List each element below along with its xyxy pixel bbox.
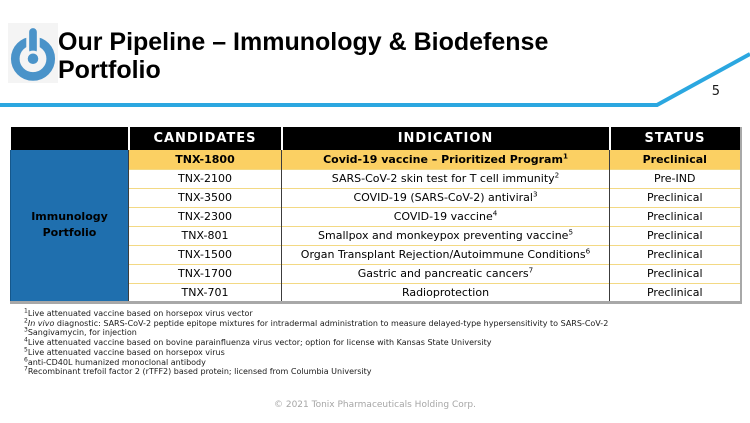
table-header-row: CANDIDATES INDICATION STATUS xyxy=(10,127,741,150)
footnote-7: 7Recombinant trefoil factor 2 (rTFF2) ba… xyxy=(24,365,372,377)
power-drop-icon xyxy=(10,25,56,81)
slide-title: Our Pipeline – Immunology & Biodefense P… xyxy=(58,28,678,84)
table-row: TNX-801 Smallpox and monkeypox preventin… xyxy=(10,225,741,245)
table-corner-cell xyxy=(10,127,130,150)
pipeline-table: CANDIDATES INDICATION STATUS Immunology … xyxy=(10,127,742,304)
table-row: TNX-701 Radioprotection Preclinical xyxy=(10,282,741,302)
candidate-cell: TNX-701 xyxy=(128,282,282,302)
page-number: 5 xyxy=(711,84,720,99)
table-row: TNX-1700 Gastric and pancreatic cancers7… xyxy=(10,263,741,283)
column-header-candidates: CANDIDATES xyxy=(128,127,283,150)
indication-cell: Organ Transplant Rejection/Autoimmune Co… xyxy=(281,244,610,264)
candidate-cell: TNX-2100 xyxy=(128,168,282,188)
footnote-4: 4Live attenuated vaccine based on bovine… xyxy=(24,336,492,348)
status-cell: Preclinical xyxy=(609,206,741,226)
footnote-1: 1Live attenuated vaccine based on horsep… xyxy=(24,307,253,318)
status-cell: Preclinical xyxy=(609,263,741,283)
column-header-status: STATUS xyxy=(609,127,741,150)
indication-cell: Covid-19 vaccine – Prioritized Program1 xyxy=(281,150,610,169)
indication-cell: Smallpox and monkeypox preventing vaccin… xyxy=(281,225,610,245)
candidate-cell: TNX-2300 xyxy=(128,206,282,226)
table-row: TNX-1500 Organ Transplant Rejection/Auto… xyxy=(10,244,741,264)
indication-cell: COVID-19 vaccine4 xyxy=(281,206,610,226)
footnote-2: 2In vivo diagnostic: SARS-CoV-2 peptide … xyxy=(24,317,609,328)
candidate-cell: TNX-1700 xyxy=(128,263,282,283)
footnote-6: 6anti-CD40L humanized monoclonal antibod… xyxy=(24,355,206,367)
status-cell: Preclinical xyxy=(609,244,741,264)
table-row: TNX-2100 SARS-CoV-2 skin test for T cell… xyxy=(10,168,741,188)
indication-cell: Gastric and pancreatic cancers7 xyxy=(281,263,610,283)
status-cell: Preclinical xyxy=(609,187,741,207)
status-cell: Preclinical xyxy=(609,225,741,245)
candidate-cell: TNX-1500 xyxy=(128,244,282,264)
footnote-5: 5Live attenuated vaccine based on horsep… xyxy=(24,346,225,357)
table-row-highlighted: Immunology Portfolio TNX-1800 Covid-19 v… xyxy=(10,150,741,302)
slide-title-line1: Our Pipeline – Immunology & Biodefense xyxy=(58,28,549,56)
candidate-cell: TNX-801 xyxy=(128,225,282,245)
candidate-cell: TNX-3500 xyxy=(128,187,282,207)
copyright-text: © 2021 Tonix Pharmaceuticals Holding Cor… xyxy=(273,400,477,410)
footnotes: 1Live attenuated vaccine based on horsep… xyxy=(24,307,734,377)
indication-cell: SARS-CoV-2 skin test for T cell immunity… xyxy=(281,168,610,188)
candidate-cell: TNX-1800 xyxy=(128,150,282,169)
column-header-indication: INDICATION xyxy=(281,127,611,150)
indication-cell: COVID-19 (SARS-CoV-2) antiviral3 xyxy=(281,187,610,207)
slide-title-line2: Portfolio xyxy=(58,56,161,84)
table-row: TNX-3500 COVID-19 (SARS-CoV-2) antiviral… xyxy=(10,187,741,207)
status-cell: Pre-IND xyxy=(609,168,741,188)
status-cell: Preclinical xyxy=(609,282,741,302)
indication-cell: Radioprotection xyxy=(281,282,610,302)
footnote-3: 3Sangivamycin, for injection xyxy=(24,326,137,338)
status-cell: Preclinical xyxy=(642,152,707,166)
company-logo xyxy=(8,23,58,83)
group-label-immunology-portfolio: Immunology Portfolio xyxy=(10,150,129,302)
table-row: TNX-2300 COVID-19 vaccine4 Preclinical xyxy=(10,206,741,226)
